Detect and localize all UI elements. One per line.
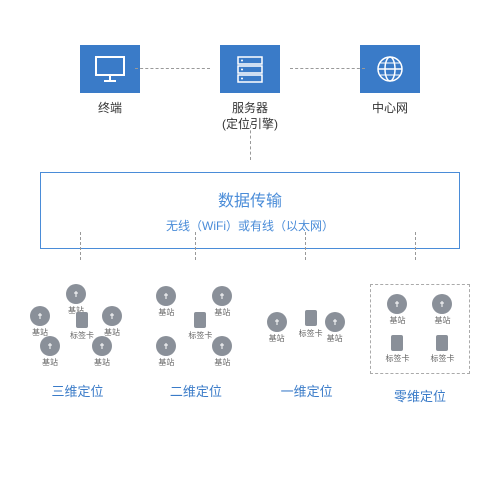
station-node: 基站 xyxy=(325,312,345,344)
cluster-0d-box: 基站 标签卡 基站 标签卡 xyxy=(370,284,470,374)
cluster-1d-label: 一维定位 xyxy=(281,381,333,400)
server-icon xyxy=(220,45,280,93)
dash-terminal-server xyxy=(135,68,210,69)
cluster-0d-label: 零维定位 xyxy=(394,386,446,405)
cluster-3d-box: 基站 基站 基站 基站 基站 标签卡 xyxy=(30,284,125,369)
cluster-1d-box: 基站 基站 标签卡 xyxy=(267,284,347,369)
dash-to-3d xyxy=(80,232,81,260)
dash-to-0d xyxy=(415,232,416,260)
station-node: 基站 xyxy=(40,336,60,368)
zero-col: 基站 标签卡 xyxy=(430,289,454,369)
network-label: 中心网 xyxy=(372,101,408,117)
station-node: 基站 xyxy=(102,306,122,338)
dash-server-network xyxy=(290,68,365,69)
station-node: 基站 xyxy=(30,306,50,338)
dash-server-down xyxy=(250,125,251,160)
terminal-label: 终端 xyxy=(98,101,122,117)
server-item: 服务器(定位引擎) xyxy=(220,45,280,132)
station-node: 基站 xyxy=(92,336,112,368)
tag-node: 标签卡 xyxy=(188,312,212,341)
clusters-row: 基站 基站 基站 基站 基站 标签卡 三维定位 基站 基站 基站 基站 标签卡 … xyxy=(0,259,500,405)
cluster-2d: 基站 基站 基站 基站 标签卡 二维定位 xyxy=(148,284,243,405)
tag-node: 标签卡 xyxy=(430,335,454,364)
terminal-icon xyxy=(80,45,140,93)
tag-node: 标签卡 xyxy=(70,312,94,341)
dash-to-2d xyxy=(195,232,196,260)
station-node: 基站 xyxy=(156,286,176,318)
cluster-2d-box: 基站 基站 基站 基站 标签卡 xyxy=(148,284,243,369)
station-node: 基站 xyxy=(432,294,452,326)
data-transfer-title: 数据传输 xyxy=(55,187,445,211)
data-transfer-subtitle: 无线（WiFi）或有线（以太网） xyxy=(55,217,445,234)
cluster-0d: 基站 标签卡 基站 标签卡 零维定位 xyxy=(370,284,470,405)
top-row: 终端 服务器(定位引擎) 中心网 xyxy=(0,0,500,142)
terminal-item: 终端 xyxy=(80,45,140,117)
tag-node: 标签卡 xyxy=(385,335,409,364)
station-node: 基站 xyxy=(267,312,287,344)
tag-node: 标签卡 xyxy=(299,310,323,339)
station-node: 基站 xyxy=(212,286,232,318)
station-node: 基站 xyxy=(156,336,176,368)
cluster-1d: 基站 基站 标签卡 一维定位 xyxy=(267,284,347,405)
zero-col: 基站 标签卡 xyxy=(385,289,409,369)
data-transfer-box: 数据传输 无线（WiFi）或有线（以太网） xyxy=(40,172,460,249)
station-node: 基站 xyxy=(387,294,407,326)
cluster-3d: 基站 基站 基站 基站 基站 标签卡 三维定位 xyxy=(30,284,125,405)
dash-to-1d xyxy=(305,232,306,260)
station-node: 基站 xyxy=(212,336,232,368)
cluster-2d-label: 二维定位 xyxy=(170,381,222,400)
network-item: 中心网 xyxy=(360,45,420,117)
globe-icon xyxy=(360,45,420,93)
cluster-3d-label: 三维定位 xyxy=(51,381,103,400)
